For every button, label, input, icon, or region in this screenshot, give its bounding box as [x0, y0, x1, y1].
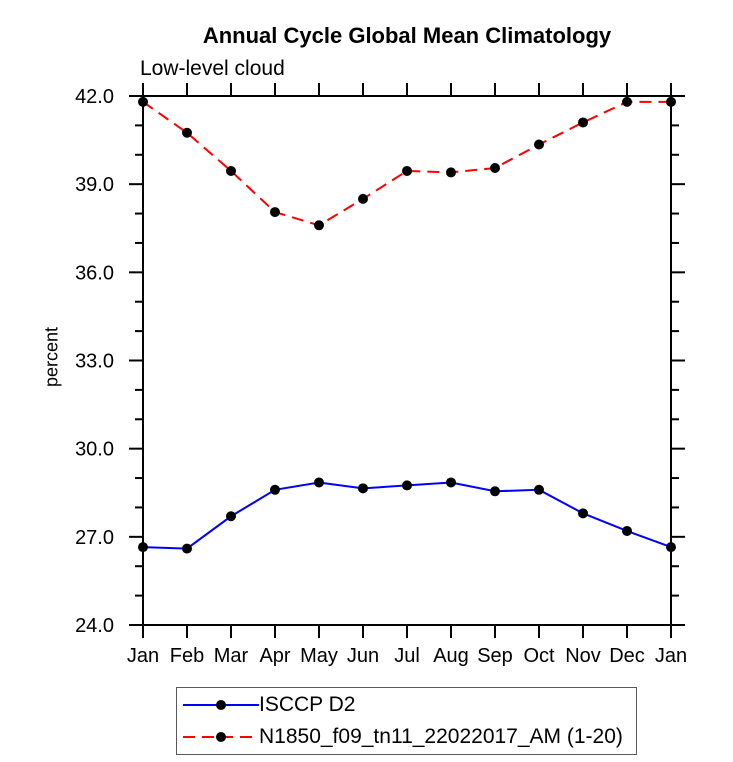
data-point-marker — [270, 484, 280, 495]
series-n1850-model — [138, 96, 676, 231]
data-point-marker — [534, 484, 544, 495]
data-point-marker — [358, 193, 368, 204]
data-point-marker — [446, 477, 456, 488]
data-point-marker — [666, 542, 676, 553]
y-tick-label: 33.0 — [75, 351, 114, 373]
legend-row-model: N1850_f09_tn11_22022017_AM (1-20) — [183, 721, 636, 753]
legend-label-model: N1850_f09_tn11_22022017_AM (1-20) — [259, 725, 623, 749]
legend-sample-marker-model — [216, 732, 226, 743]
data-point-marker — [534, 139, 544, 150]
data-point-marker — [402, 480, 412, 491]
series-isccp-d2 — [138, 477, 676, 554]
y-tick-label: 27.0 — [75, 527, 114, 549]
data-point-marker — [314, 220, 324, 231]
x-tick-labels: Jan Feb Mar Apr May Jun Jul Aug Sep Oct Nov Dec Jan — [127, 645, 687, 667]
y-tick-label: 39.0 — [75, 174, 114, 196]
data-point-marker — [490, 486, 500, 497]
x-tick-label: Sep — [477, 645, 513, 667]
data-point-marker — [622, 96, 632, 107]
x-tick-label: Jan — [655, 645, 687, 667]
y-tick-labels: 24.0 27.0 30.0 33.0 36.0 39.0 42.0 — [75, 86, 114, 637]
y-tick-label: 36.0 — [75, 262, 114, 284]
x-tick-label: Jul — [394, 645, 420, 667]
x-tick-label: Jan — [127, 645, 159, 667]
legend-row-isccp: ISCCP D2 — [183, 689, 636, 721]
x-tick-label: May — [300, 645, 338, 667]
y-tick-label: 42.0 — [75, 86, 114, 108]
data-point-marker — [446, 167, 456, 178]
legend-sample-marker-isccp — [216, 699, 226, 710]
x-tick-label: Feb — [170, 645, 204, 667]
series-line — [142, 481, 672, 550]
x-tick-label: Dec — [609, 645, 645, 667]
chart-subtitle: Low-level cloud — [140, 57, 285, 80]
data-point-marker — [182, 543, 192, 554]
x-tick-label: Jun — [347, 645, 379, 667]
data-point-marker — [578, 117, 588, 128]
legend-line-solid-icon — [183, 699, 259, 710]
data-point-marker — [358, 483, 368, 494]
data-point-marker — [182, 127, 192, 138]
x-tick-label: Nov — [565, 645, 601, 667]
data-point-marker — [314, 477, 324, 488]
data-point-marker — [226, 165, 236, 176]
data-point-marker — [578, 508, 588, 519]
data-point-marker — [226, 511, 236, 522]
y-tick-label: 24.0 — [75, 615, 114, 637]
chart-title: Annual Cycle Global Mean Climatology — [202, 23, 612, 48]
data-point-marker — [138, 96, 148, 107]
data-point-marker — [622, 525, 632, 536]
data-point-marker — [402, 165, 412, 176]
y-tick-label: 30.0 — [75, 439, 114, 461]
axis-ticks — [129, 83, 685, 638]
data-point-marker — [490, 163, 500, 174]
x-tick-label: Aug — [433, 645, 469, 667]
series-line — [142, 100, 671, 227]
x-tick-label: Apr — [259, 645, 290, 667]
legend-label-isccp: ISCCP D2 — [259, 692, 356, 716]
x-tick-label: Oct — [523, 645, 555, 667]
legend-line-dashed-icon — [183, 732, 259, 743]
data-point-marker — [138, 542, 148, 553]
y-axis-title: percent — [41, 326, 62, 388]
data-point-marker — [270, 207, 280, 218]
data-point-marker — [666, 96, 676, 107]
legend-box: ISCCP D2 N1850_f09_tn11_22022017_AM (1-2… — [176, 687, 637, 755]
x-tick-label: Mar — [214, 645, 249, 667]
